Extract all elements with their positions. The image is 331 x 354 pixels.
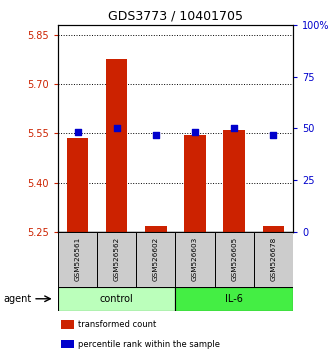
- Bar: [254, 232, 293, 287]
- Bar: [67, 138, 88, 232]
- Text: IL-6: IL-6: [225, 294, 243, 304]
- Bar: [184, 135, 206, 232]
- Text: agent: agent: [3, 294, 31, 304]
- Bar: [223, 130, 245, 232]
- Bar: [262, 226, 284, 232]
- Bar: [214, 232, 254, 287]
- Text: GSM526602: GSM526602: [153, 237, 159, 281]
- Text: control: control: [100, 294, 133, 304]
- Bar: [136, 232, 175, 287]
- Bar: [175, 287, 293, 311]
- Text: transformed count: transformed count: [78, 320, 156, 329]
- Text: GSM526561: GSM526561: [74, 237, 80, 281]
- Text: percentile rank within the sample: percentile rank within the sample: [78, 339, 220, 349]
- Bar: [97, 232, 136, 287]
- Text: GSM526678: GSM526678: [270, 237, 276, 281]
- Bar: [58, 232, 97, 287]
- Title: GDS3773 / 10401705: GDS3773 / 10401705: [108, 9, 243, 22]
- Point: [114, 126, 119, 131]
- Point: [153, 132, 159, 138]
- Bar: [106, 59, 127, 232]
- Point: [192, 129, 198, 135]
- Bar: [175, 232, 214, 287]
- Text: GSM526605: GSM526605: [231, 237, 237, 281]
- Text: GSM526603: GSM526603: [192, 237, 198, 281]
- Point: [271, 132, 276, 138]
- Point: [231, 126, 237, 131]
- Point: [75, 129, 80, 135]
- Bar: [145, 226, 166, 232]
- Bar: [58, 287, 175, 311]
- Text: GSM526562: GSM526562: [114, 237, 120, 281]
